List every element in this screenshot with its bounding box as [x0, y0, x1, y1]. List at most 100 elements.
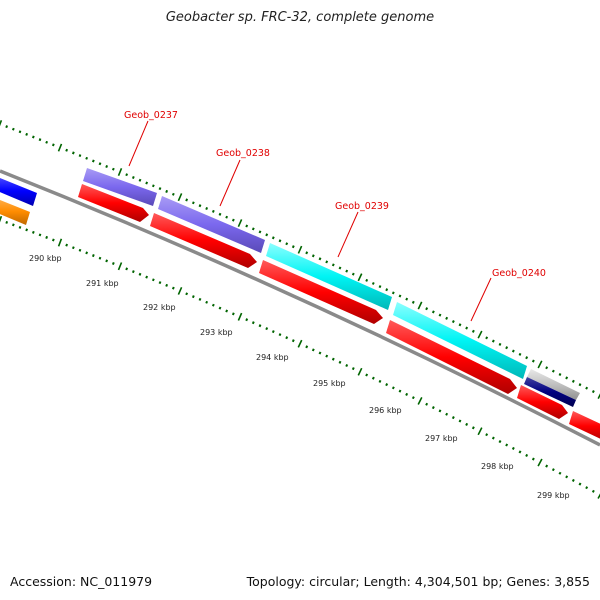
outer-minor-tick — [371, 281, 375, 285]
outer-minor-tick — [571, 379, 575, 383]
inner-minor-tick — [51, 238, 55, 242]
outer-minor-tick — [445, 316, 449, 320]
outer-minor-tick — [438, 313, 442, 317]
inner-minor-tick — [438, 409, 442, 413]
inner-tick-row — [0, 215, 600, 499]
outer-major-tick — [417, 301, 423, 310]
cds-arrow-3 — [259, 260, 383, 324]
outer-minor-tick — [318, 257, 322, 261]
feature-navy — [524, 377, 576, 407]
inner-minor-tick — [531, 457, 535, 461]
outer-minor-tick — [111, 167, 115, 171]
inner-minor-tick — [318, 351, 322, 355]
outer-minor-tick — [545, 366, 549, 370]
outer-minor-tick — [198, 204, 202, 208]
outer-minor-tick — [45, 140, 49, 144]
outer-minor-tick — [558, 372, 562, 377]
inner-major-tick — [297, 339, 303, 348]
outer-minor-tick — [38, 138, 42, 142]
callout-line-0239 — [337, 211, 359, 258]
outer-minor-tick — [265, 233, 269, 237]
inner-minor-tick — [558, 471, 562, 475]
inner-minor-tick — [85, 251, 89, 255]
inner-major-tick — [417, 397, 423, 405]
inner-major-tick — [237, 312, 243, 321]
gene-label-0237: Geob_0237 — [124, 110, 178, 121]
outer-minor-tick — [458, 323, 462, 327]
outer-minor-tick — [465, 326, 469, 330]
outer-minor-tick — [165, 189, 169, 193]
outer-major-tick — [117, 167, 123, 177]
inner-minor-tick — [158, 281, 162, 285]
feature-cyan-0240 — [393, 302, 527, 379]
inner-major-tick — [537, 458, 543, 467]
inner-minor-tick — [105, 259, 109, 263]
scale-label-295: 295 kbp — [313, 379, 346, 388]
outer-minor-tick — [258, 230, 262, 234]
inner-minor-tick — [251, 321, 255, 325]
outer-minor-tick — [365, 278, 369, 282]
outer-minor-tick — [351, 272, 355, 276]
inner-minor-tick — [198, 297, 202, 301]
upper-feature-row — [0, 168, 580, 407]
inner-minor-tick — [431, 406, 435, 410]
scale-label-292: 292 kbp — [143, 303, 176, 312]
outer-minor-tick — [171, 192, 175, 196]
inner-minor-tick — [111, 262, 115, 265]
inner-minor-tick — [525, 453, 529, 457]
outer-minor-tick — [225, 215, 229, 219]
outer-minor-tick — [411, 300, 415, 304]
inner-minor-tick — [551, 468, 555, 472]
inner-minor-tick — [78, 248, 82, 252]
outer-minor-tick — [405, 297, 409, 301]
inner-major-tick — [177, 286, 183, 295]
outer-minor-tick — [25, 132, 29, 136]
outer-minor-tick — [471, 329, 475, 333]
inner-minor-tick — [245, 318, 249, 322]
outer-minor-tick — [211, 209, 215, 213]
outer-minor-tick — [305, 251, 309, 255]
scale-label-296: 296 kbp — [369, 406, 402, 415]
inner-minor-tick — [491, 436, 495, 440]
inner-minor-tick — [591, 489, 595, 493]
inner-minor-tick — [131, 270, 135, 274]
outer-minor-tick — [78, 154, 82, 158]
outer-minor-tick — [331, 263, 335, 267]
outer-major-tick — [537, 360, 543, 369]
inner-minor-tick — [445, 412, 449, 416]
inner-minor-tick — [578, 482, 582, 486]
scale-label-293: 293 kbp — [200, 328, 233, 337]
inner-minor-tick — [351, 367, 355, 371]
outer-minor-tick — [205, 207, 209, 210]
outer-minor-tick — [578, 383, 582, 387]
outer-minor-tick — [511, 349, 515, 353]
inner-minor-tick — [485, 433, 489, 437]
callout-line-0237 — [128, 120, 149, 167]
inner-minor-tick — [585, 486, 589, 490]
outer-minor-tick — [385, 288, 389, 292]
outer-minor-tick — [65, 148, 69, 152]
inner-major-tick — [0, 215, 3, 223]
feature-purple-0237 — [83, 168, 157, 206]
inner-minor-tick — [385, 383, 389, 387]
outer-minor-tick — [451, 320, 455, 324]
callout-line-0238 — [219, 159, 241, 207]
inner-minor-tick — [565, 475, 569, 479]
gene-label-0239: Geob_0239 — [335, 201, 389, 212]
outer-minor-tick — [251, 227, 255, 231]
outer-minor-tick — [378, 285, 382, 289]
outer-minor-tick — [485, 336, 489, 340]
gene-label-0238: Geob_0238 — [216, 148, 270, 159]
outer-minor-tick — [585, 386, 589, 390]
inner-minor-tick — [458, 419, 462, 423]
inner-minor-tick — [25, 228, 29, 232]
outer-minor-tick — [498, 342, 502, 346]
outer-major-tick — [477, 330, 483, 339]
outer-minor-tick — [218, 212, 222, 216]
inner-minor-tick — [31, 230, 35, 234]
inner-minor-tick — [305, 345, 309, 349]
outer-tick-row — [0, 120, 600, 399]
cds-arrow-4 — [386, 320, 517, 394]
inner-major-tick — [357, 367, 363, 376]
inner-minor-tick — [225, 309, 229, 313]
